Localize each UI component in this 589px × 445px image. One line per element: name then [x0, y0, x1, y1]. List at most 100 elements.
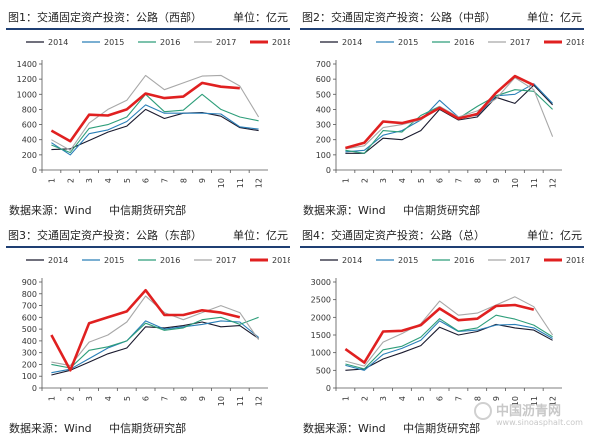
legend-label: 2015 [104, 256, 124, 265]
source-label: 数据来源：Wind [303, 422, 386, 435]
chart-panel-east: 图3：交通固定资产投资：公路（东部） 单位：亿元 2014 2015 2016 201… [6, 224, 290, 439]
source-note: 数据来源：Wind 中信期货研究部 [303, 420, 494, 436]
x-tick-label: 5 [123, 178, 132, 183]
x-tick-label: 4 [104, 178, 113, 183]
series-line-2017 [345, 77, 554, 150]
series-line-2018 [344, 303, 535, 364]
y-tick-label: 1000 [17, 90, 37, 99]
series-line-2018 [50, 288, 241, 372]
legend-label: 2016 [454, 38, 474, 47]
x-tick-label: 6 [436, 396, 445, 401]
site-watermark: 中国沥青网 www.sinoasphalt.com [474, 396, 584, 436]
source-label: 数据来源：Wind [9, 422, 92, 435]
source-note: 数据来源：Wind 中信期货研究部 [9, 420, 200, 436]
source-note: 数据来源：Wind 中信期货研究部 [303, 202, 494, 218]
x-tick-label: 1 [47, 396, 56, 401]
y-tick-label: 300 [316, 121, 331, 130]
series-line-2017 [51, 295, 260, 367]
series-line-2018 [50, 81, 240, 143]
panel-title: 图4：交通固定资产投资：公路（总） 单位：亿元 [302, 227, 582, 243]
y-tick-label: 600 [22, 121, 37, 130]
legend-label: 2014 [342, 256, 362, 265]
y-tick-label: 0 [326, 384, 331, 393]
x-tick-label: 9 [198, 396, 207, 401]
source-org: 中信期货研究部 [109, 204, 187, 217]
series-line-2017 [51, 74, 260, 151]
y-tick-label: 400 [22, 136, 37, 145]
chart-legend: 2014 2015 2016 2017 2018 [26, 38, 290, 47]
series-line-2014 [51, 108, 259, 151]
x-tick-label: 7 [454, 178, 463, 183]
source-org: 中信期货研究部 [109, 422, 187, 435]
x-tick-label: 10 [217, 396, 226, 406]
y-tick-label: 600 [316, 75, 331, 84]
y-tick-label: 200 [316, 136, 331, 145]
legend-label: 2014 [48, 256, 68, 265]
x-tick-label: 11 [530, 396, 539, 406]
y-tick-label: 1200 [17, 75, 37, 84]
legend-label: 2014 [48, 38, 68, 47]
y-tick-label: 100 [316, 151, 331, 160]
series-line-2015 [345, 320, 553, 371]
legend-label: 2015 [398, 38, 418, 47]
x-tick-label: 1 [47, 178, 56, 183]
title-divider [300, 246, 584, 248]
x-tick-label: 12 [255, 396, 264, 406]
x-tick-label: 5 [123, 396, 132, 401]
title-divider [300, 28, 584, 30]
chart-legend: 2014 2015 2016 2017 2018 [320, 256, 584, 265]
x-tick-label: 3 [85, 178, 94, 183]
x-tick-label: 8 [179, 396, 188, 401]
x-tick-label: 6 [142, 396, 151, 401]
watermark-text: 中国沥青网 [496, 404, 562, 419]
x-tick-label: 12 [549, 178, 558, 188]
x-tick-label: 10 [217, 178, 226, 188]
watermark-url: www.sinoasphalt.com [496, 418, 583, 427]
chart-legend: 2014 2015 2016 2017 2018 [26, 256, 290, 265]
x-tick-label: 2 [66, 178, 75, 183]
x-tick-label: 6 [142, 178, 151, 183]
series-line-2015 [51, 320, 259, 374]
legend-label: 2018 [566, 256, 584, 265]
source-org: 中信期货研究部 [403, 204, 481, 217]
legend-label: 2017 [510, 256, 530, 265]
y-tick-label: 700 [22, 302, 37, 311]
y-tick-label: 200 [22, 151, 37, 160]
y-tick-label: 500 [22, 325, 37, 334]
x-tick-label: 7 [160, 396, 169, 401]
legend-label: 2018 [272, 38, 290, 47]
x-tick-label: 8 [179, 178, 188, 183]
x-tick-label: 5 [417, 178, 426, 183]
y-tick-label: 0 [32, 166, 37, 175]
series-line-2017 [345, 296, 554, 367]
legend-label: 2017 [216, 256, 236, 265]
panel-title-text: 图1：交通固定资产投资：公路（西部） [8, 11, 202, 24]
y-tick-label: 1400 [17, 60, 37, 69]
y-tick-label: 3000 [311, 278, 331, 287]
source-label: 数据来源：Wind [9, 204, 92, 217]
title-divider [6, 28, 290, 30]
legend-label: 2018 [566, 38, 584, 47]
x-tick-label: 10 [511, 396, 520, 406]
chart-panel-total: 图4：交通固定资产投资：公路（总） 单位：亿元 2014 2015 2016 2017… [300, 224, 584, 439]
x-tick-label: 3 [379, 396, 388, 401]
y-tick-label: 600 [22, 313, 37, 322]
x-tick-label: 1 [341, 178, 350, 183]
chart-panel-west: 图1：交通固定资产投资：公路（西部） 单位：亿元 2014 2015 2016 201… [6, 6, 290, 221]
series-line-2016 [51, 93, 259, 154]
legend-label: 2015 [104, 38, 124, 47]
x-tick-label: 7 [160, 178, 169, 183]
x-tick-label: 11 [530, 178, 539, 188]
x-tick-label: 7 [454, 396, 463, 401]
legend-label: 2016 [160, 38, 180, 47]
chart-legend: 2014 2015 2016 2017 2018 [320, 38, 584, 47]
legend-label: 2017 [216, 38, 236, 47]
x-tick-label: 4 [104, 396, 113, 401]
x-tick-label: 1 [341, 396, 350, 401]
line-chart: 2014 2015 2016 2017 201802004006008001000120… [17, 38, 290, 188]
source-org: 中信期货研究部 [403, 422, 481, 435]
y-tick-label: 500 [316, 90, 331, 99]
y-tick-label: 0 [32, 384, 37, 393]
y-tick-label: 500 [316, 366, 331, 375]
x-tick-label: 3 [85, 396, 94, 401]
